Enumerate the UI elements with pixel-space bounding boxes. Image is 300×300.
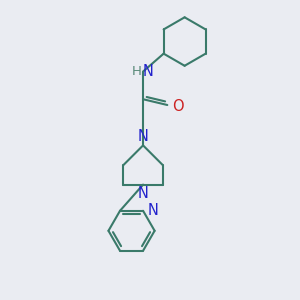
Text: O: O <box>172 99 184 114</box>
Text: N: N <box>148 203 159 218</box>
Text: N: N <box>143 64 154 79</box>
Text: H: H <box>131 65 141 78</box>
Text: N: N <box>138 128 148 143</box>
Text: N: N <box>138 187 148 202</box>
